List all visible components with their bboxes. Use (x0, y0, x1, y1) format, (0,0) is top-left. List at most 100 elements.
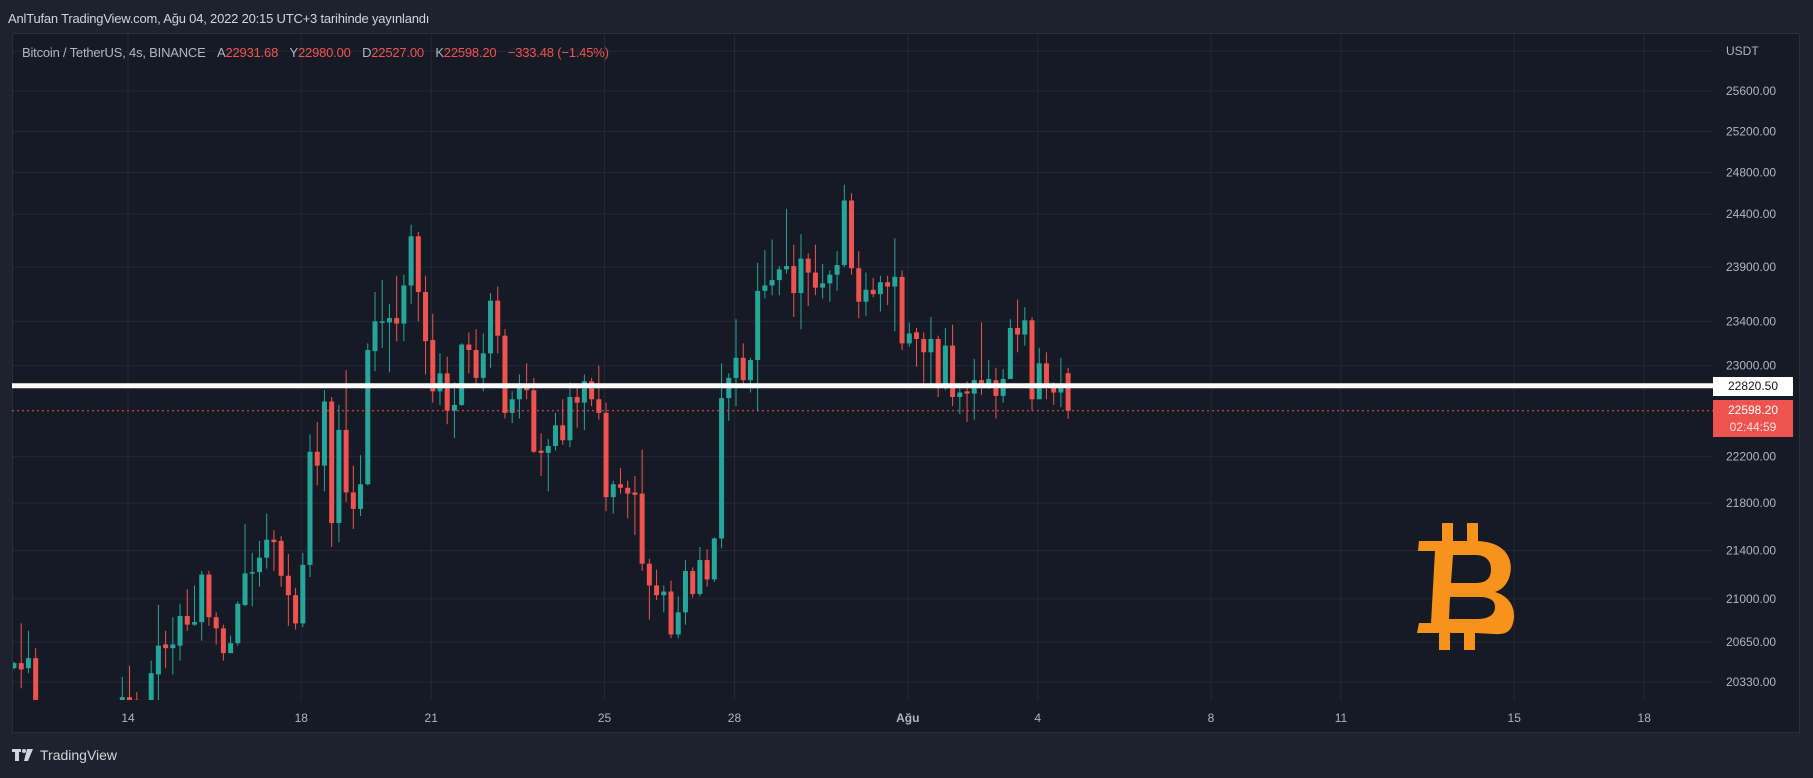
candle (704, 549, 710, 587)
candle-countdown: 02:44:59 (1729, 420, 1777, 434)
time-tick-label: 8 (1208, 711, 1215, 725)
candle (148, 660, 154, 700)
candle (220, 624, 226, 661)
candle-body (1015, 327, 1021, 335)
price-tick-label: 25600.00 (1726, 84, 1776, 98)
candle (1043, 352, 1049, 400)
candle-body (668, 591, 674, 635)
candle (365, 343, 371, 486)
candle (834, 251, 840, 291)
candle (914, 327, 919, 367)
candle-body (805, 258, 811, 273)
bitcoin-logo-bar (1464, 628, 1475, 650)
candle (488, 293, 494, 368)
candle (33, 648, 39, 700)
candle (820, 263, 826, 299)
candle-body (1007, 327, 1013, 380)
candle (394, 275, 400, 342)
candle-body (502, 335, 508, 413)
candle-body (942, 345, 948, 386)
candle-body (1036, 363, 1042, 400)
candle (350, 465, 356, 529)
time-tick-label: 21 (425, 711, 439, 725)
candle (495, 286, 501, 354)
candle-body (1065, 373, 1071, 411)
candle (942, 327, 948, 391)
candle (293, 587, 299, 630)
candle-body (646, 563, 652, 586)
candle-body (33, 658, 39, 700)
symbol-legend: Bitcoin / TetherUS, 4s, BINANCE A22931.6… (22, 45, 609, 60)
candle (755, 262, 761, 411)
candle (358, 455, 364, 516)
candle-body (495, 300, 501, 336)
candle (538, 433, 544, 477)
candle (675, 596, 681, 639)
candle-body (386, 318, 392, 323)
price-tick-label: 23000.00 (1726, 359, 1776, 373)
candle (235, 601, 241, 646)
candle-body (343, 429, 349, 493)
price-tick-label: 20650.00 (1726, 635, 1776, 649)
candle (805, 253, 811, 307)
candle (827, 270, 833, 302)
candle (632, 476, 638, 535)
candle (256, 540, 262, 587)
candle-body (986, 379, 992, 385)
candle (726, 373, 732, 421)
candle (192, 585, 197, 626)
candle (408, 224, 414, 304)
candle (25, 630, 31, 674)
candle (242, 524, 248, 607)
candle-body (769, 280, 775, 286)
bitcoin-logo (1417, 523, 1515, 650)
candle (213, 612, 219, 645)
candle-body (516, 384, 522, 400)
last-price-value: 22598.20 (1727, 403, 1779, 417)
candle (885, 275, 891, 306)
candle (423, 275, 429, 375)
footer-brand[interactable]: TradingView (12, 747, 117, 763)
candle-body (206, 574, 212, 618)
candle-body (589, 381, 595, 400)
candle-body (567, 397, 573, 441)
candle (733, 319, 739, 407)
candle (625, 480, 631, 519)
candle-body (466, 344, 472, 351)
candle (589, 377, 595, 407)
currency-label[interactable]: USDT (1726, 44, 1759, 58)
candle (1007, 319, 1013, 380)
candle (206, 570, 212, 626)
candle (776, 266, 782, 296)
candle (553, 412, 558, 451)
price-tick-label: 23400.00 (1726, 314, 1776, 328)
price-tick-label: 24400.00 (1726, 207, 1776, 221)
candle-body (870, 289, 876, 295)
candle (163, 630, 169, 669)
candle (863, 272, 869, 316)
candle-body (285, 575, 291, 596)
candle-body (704, 560, 710, 580)
candle-body (1022, 320, 1028, 335)
candle (849, 193, 855, 275)
price-tick-label: 25200.00 (1726, 124, 1776, 138)
candle (199, 570, 205, 641)
candle (502, 329, 508, 419)
candle-body (199, 574, 205, 623)
symbol-name[interactable]: Bitcoin / TetherUS, 4s, BINANCE (22, 45, 206, 60)
candle-body (242, 573, 248, 605)
bitcoin-logo-bar (1442, 523, 1453, 545)
open-label: A (217, 45, 226, 60)
candle (127, 665, 133, 700)
candle (285, 554, 291, 626)
candle (343, 370, 349, 502)
candle-body (184, 616, 190, 625)
grid-lines (13, 34, 1713, 700)
candle-body (906, 333, 912, 344)
candle (762, 250, 768, 299)
time-tick-label: Ağu (896, 711, 919, 725)
candle (278, 536, 284, 587)
bitcoin-logo-b (1417, 541, 1515, 635)
candle-body (119, 697, 125, 700)
